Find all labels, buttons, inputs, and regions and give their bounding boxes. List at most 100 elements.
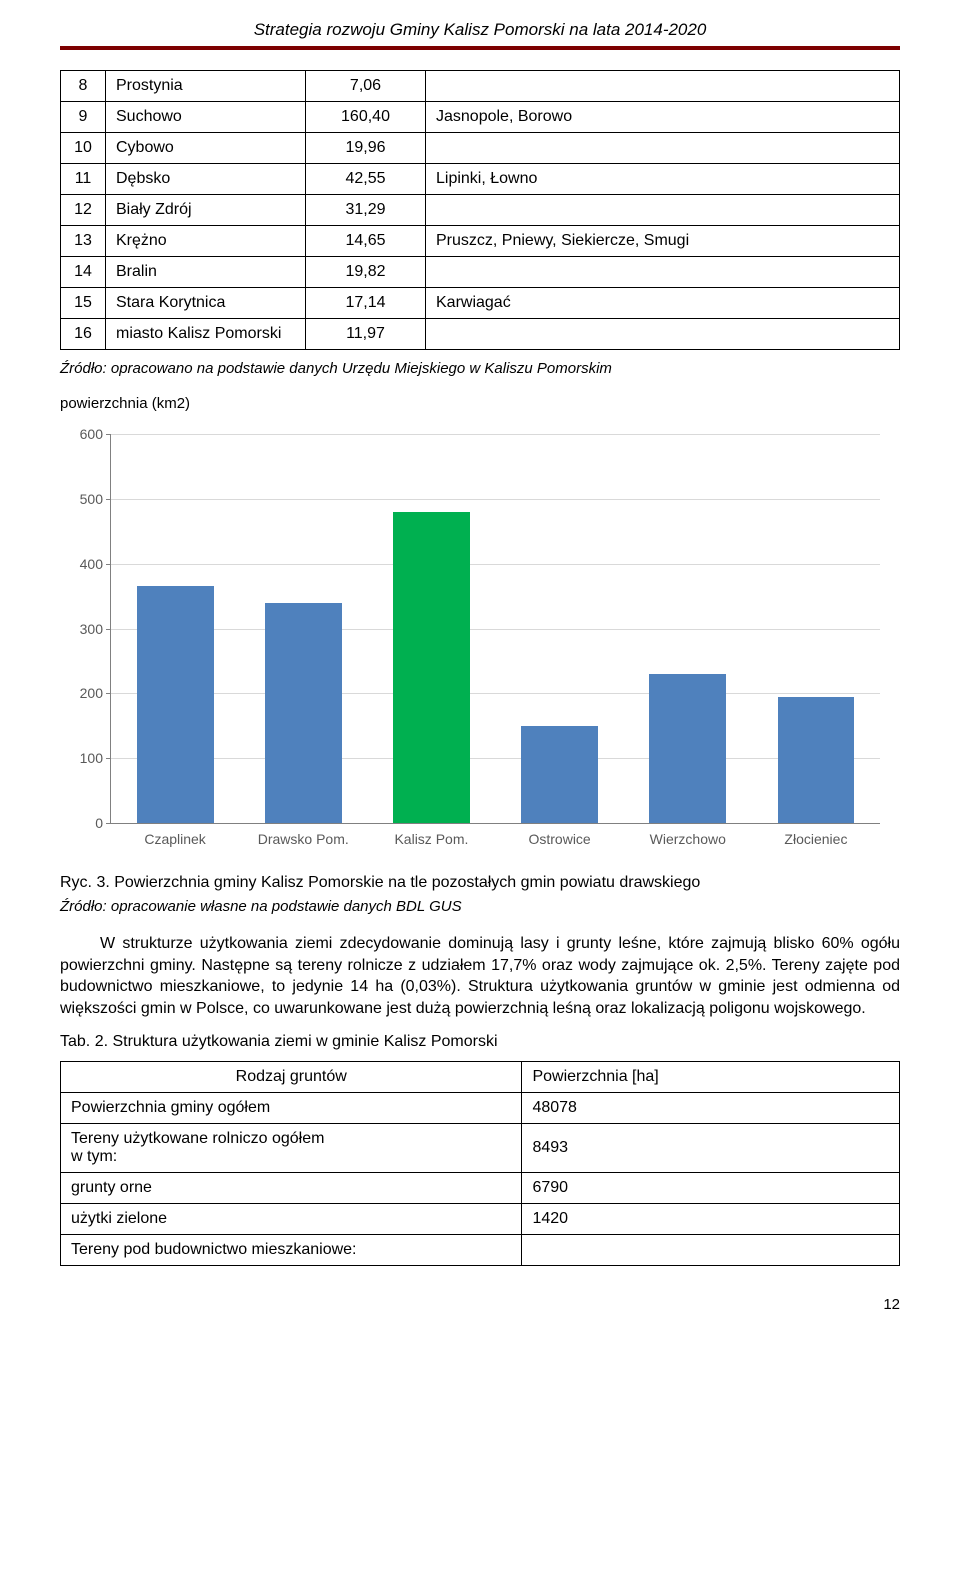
area-value-cell: [522, 1235, 900, 1266]
y-axis-label: 600: [80, 426, 103, 442]
land-type-cell: Powierzchnia gminy ogółem: [61, 1093, 522, 1124]
row-place: Stara Korytnica: [106, 288, 306, 319]
bar-slot: Kalisz Pom.: [367, 434, 495, 823]
land-type-cell: Tereny użytkowane rolniczo ogółem w tym:: [61, 1124, 522, 1173]
tick: [106, 823, 111, 824]
table-row: 8Prostynia7,06: [61, 71, 900, 102]
table-row: 11Dębsko42,55Lipinki, Łowno: [61, 164, 900, 195]
row-value: 14,65: [306, 226, 426, 257]
bar: [649, 674, 726, 823]
figure-caption: Ryc. 3. Powierzchnia gminy Kalisz Pomors…: [60, 874, 900, 892]
bar-slot: Złocieniec: [752, 434, 880, 823]
table-row: 10Cybowo19,96: [61, 133, 900, 164]
x-axis-label: Złocieniec: [784, 831, 847, 847]
area-value-cell: 1420: [522, 1204, 900, 1235]
table-row: 14Bralin19,82: [61, 257, 900, 288]
table2-caption: Tab. 2. Struktura użytkowania ziemi w gm…: [60, 1033, 900, 1051]
area-value-cell: 8493: [522, 1124, 900, 1173]
table-row: 9Suchowo160,40Jasnopole, Borowo: [61, 102, 900, 133]
row-number: 9: [61, 102, 106, 133]
row-note: Lipinki, Łowno: [426, 164, 900, 195]
row-number: 13: [61, 226, 106, 257]
row-place: Cybowo: [106, 133, 306, 164]
row-number: 15: [61, 288, 106, 319]
bars-group: CzaplinekDrawsko Pom.Kalisz Pom.Ostrowic…: [111, 434, 880, 823]
bar-slot: Wierzchowo: [624, 434, 752, 823]
row-number: 12: [61, 195, 106, 226]
table-row: Powierzchnia gminy ogółem48078: [61, 1093, 900, 1124]
x-axis-label: Wierzchowo: [650, 831, 726, 847]
bar: [137, 586, 214, 823]
y-axis-label: 100: [80, 750, 103, 766]
source-note-1: Źródło: opracowano na podstawie danych U…: [60, 360, 900, 377]
row-value: 7,06: [306, 71, 426, 102]
row-place: Biały Zdrój: [106, 195, 306, 226]
row-note: Jasnopole, Borowo: [426, 102, 900, 133]
bar-slot: Drawsko Pom.: [239, 434, 367, 823]
row-number: 10: [61, 133, 106, 164]
row-number: 11: [61, 164, 106, 195]
row-value: 19,82: [306, 257, 426, 288]
row-value: 11,97: [306, 319, 426, 350]
y-axis-label: 200: [80, 685, 103, 701]
bar-slot: Ostrowice: [496, 434, 624, 823]
row-place: Bralin: [106, 257, 306, 288]
bar: [778, 697, 855, 823]
row-place: Prostynia: [106, 71, 306, 102]
row-value: 160,40: [306, 102, 426, 133]
localities-table: 8Prostynia7,069Suchowo160,40Jasnopole, B…: [60, 70, 900, 350]
bar: [265, 603, 342, 823]
y-axis-label: 500: [80, 491, 103, 507]
body-paragraph: W strukturze użytkowania ziemi zdecydowa…: [60, 933, 900, 1019]
row-note: [426, 71, 900, 102]
x-axis-label: Kalisz Pom.: [394, 831, 468, 847]
table-row: Tereny pod budownictwo mieszkaniowe:: [61, 1235, 900, 1266]
table-row: 13Krężno14,65Pruszcz, Pniewy, Siekiercze…: [61, 226, 900, 257]
y-axis-label: 400: [80, 556, 103, 572]
bar: [521, 726, 598, 823]
table-row: 16miasto Kalisz Pomorski11,97: [61, 319, 900, 350]
table-row: użytki zielone1420: [61, 1204, 900, 1235]
row-place: miasto Kalisz Pomorski: [106, 319, 306, 350]
land-use-table: Rodzaj gruntów Powierzchnia [ha] Powierz…: [60, 1061, 900, 1266]
row-value: 17,14: [306, 288, 426, 319]
land-type-cell: grunty orne: [61, 1173, 522, 1204]
row-note: [426, 133, 900, 164]
area-value-cell: 48078: [522, 1093, 900, 1124]
table-row: grunty orne6790: [61, 1173, 900, 1204]
row-value: 42,55: [306, 164, 426, 195]
source-note-2: Źródło: opracowanie własne na podstawie …: [60, 898, 900, 915]
row-number: 8: [61, 71, 106, 102]
row-value: 31,29: [306, 195, 426, 226]
bar: [393, 512, 470, 823]
row-place: Suchowo: [106, 102, 306, 133]
area-chart: 0100200300400500600CzaplinekDrawsko Pom.…: [60, 424, 900, 864]
row-place: Krężno: [106, 226, 306, 257]
document-title: Strategia rozwoju Gminy Kalisz Pomorski …: [60, 20, 900, 40]
x-axis-label: Czaplinek: [144, 831, 205, 847]
land-type-cell: Tereny pod budownictwo mieszkaniowe:: [61, 1235, 522, 1266]
row-note: Karwiagać: [426, 288, 900, 319]
table-row: 12Biały Zdrój31,29: [61, 195, 900, 226]
table-row: 15Stara Korytnica17,14Karwiagać: [61, 288, 900, 319]
land-type-cell: użytki zielone: [61, 1204, 522, 1235]
row-note: Pruszcz, Pniewy, Siekiercze, Smugi: [426, 226, 900, 257]
table-row: Tereny użytkowane rolniczo ogółem w tym:…: [61, 1124, 900, 1173]
bar-slot: Czaplinek: [111, 434, 239, 823]
page-number: 12: [60, 1296, 900, 1313]
title-underline: [60, 46, 900, 50]
row-note: [426, 195, 900, 226]
y-axis-label: 0: [95, 815, 103, 831]
x-axis-label: Drawsko Pom.: [258, 831, 349, 847]
y-axis-label: 300: [80, 621, 103, 637]
area-value-cell: 6790: [522, 1173, 900, 1204]
row-note: [426, 319, 900, 350]
row-number: 14: [61, 257, 106, 288]
row-number: 16: [61, 319, 106, 350]
table2-header-kind: Rodzaj gruntów: [61, 1062, 522, 1093]
row-place: Dębsko: [106, 164, 306, 195]
x-axis-label: Ostrowice: [528, 831, 590, 847]
chart-title: powierzchnia (km2): [60, 395, 900, 412]
table2-header-area: Powierzchnia [ha]: [522, 1062, 900, 1093]
row-note: [426, 257, 900, 288]
